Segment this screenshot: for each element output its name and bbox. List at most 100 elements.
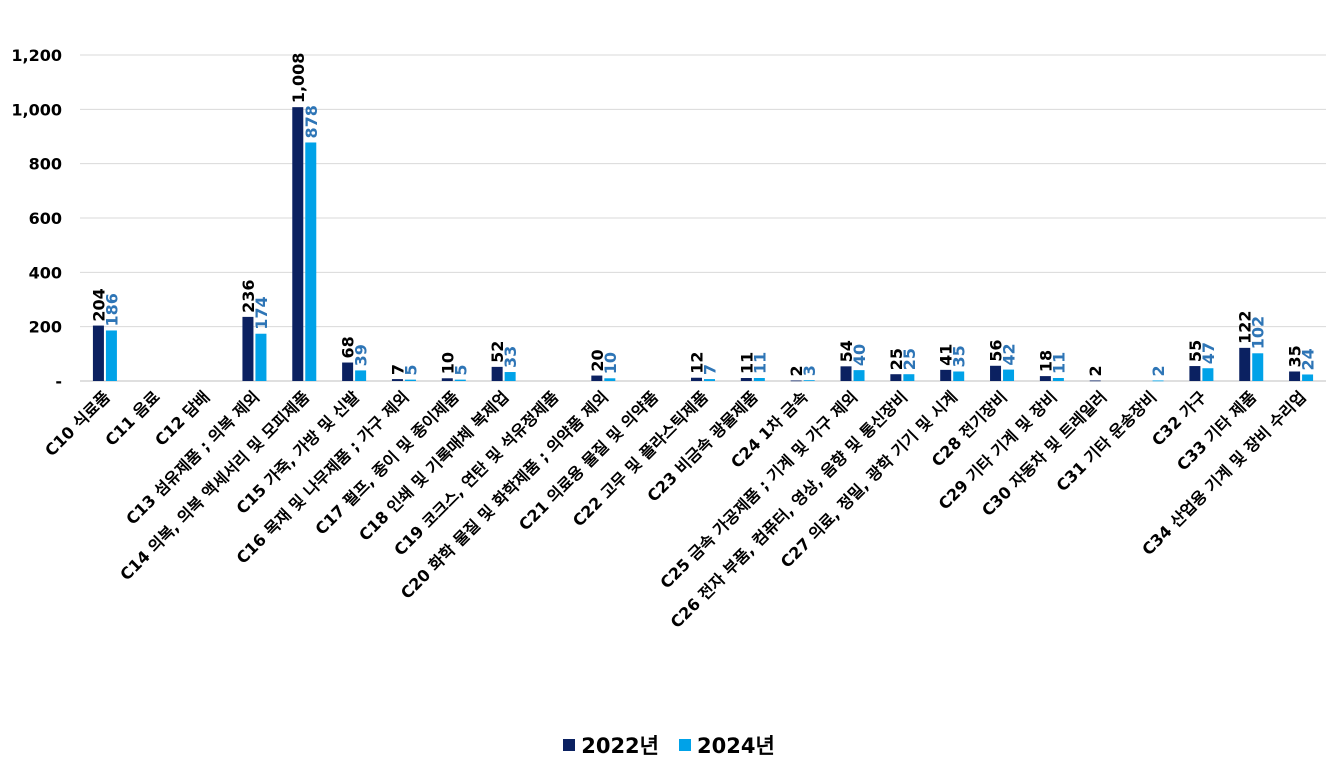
- y-tick-label: 800: [29, 155, 62, 174]
- bar-2022: [691, 377, 702, 381]
- bar-2022: [242, 316, 254, 381]
- data-label-2024: 11: [750, 352, 769, 374]
- data-label-2024: 2: [1149, 365, 1168, 376]
- bar-2024: [404, 379, 416, 381]
- data-label-2022: 68: [339, 336, 358, 358]
- bar-2022: [491, 366, 503, 381]
- data-label-2024: 7: [701, 364, 720, 375]
- bar-2024: [255, 333, 267, 381]
- bar-2024: [1003, 369, 1015, 381]
- data-label-2024: 3: [800, 365, 819, 376]
- data-label-2024: 186: [102, 293, 121, 326]
- bar-2022: [1039, 376, 1051, 381]
- data-label-2022: 2: [787, 365, 806, 376]
- bar-2022: [391, 379, 403, 381]
- bar-2022: [441, 378, 453, 381]
- bar-2024: [105, 330, 117, 381]
- y-axis: - 200 400 600 800 1,000 1,200: [11, 46, 62, 391]
- data-label-2022: 204: [89, 288, 108, 321]
- bar-2024: [1202, 368, 1214, 381]
- data-label-2022: 2: [1086, 365, 1105, 376]
- bar-2024: [1152, 380, 1164, 382]
- data-label-2024: 47: [1199, 342, 1218, 364]
- bar-2022: [790, 380, 802, 382]
- bar-2022: [1239, 347, 1251, 381]
- bar-2022: [940, 369, 952, 381]
- data-label-2024: 40: [850, 344, 869, 366]
- bar-2022: [990, 365, 1002, 381]
- data-label-2022: 122: [1236, 310, 1255, 343]
- data-label-2022: 55: [1186, 340, 1205, 362]
- data-label-2024: 174: [252, 296, 271, 329]
- bar-2022: [740, 378, 752, 381]
- data-label-2022: 52: [488, 341, 507, 363]
- bar-2024: [1302, 374, 1314, 381]
- y-tick-label: -: [55, 372, 62, 391]
- bar-chart: - 200 400 600 800 1,000 1,200 204 236 1,008 68 7 10…: [11, 46, 1326, 632]
- data-label-2024: 42: [1000, 343, 1019, 365]
- legend-swatch-2024: [679, 739, 691, 751]
- bar-2024: [1252, 353, 1264, 381]
- data-label-2022: 18: [1036, 350, 1055, 372]
- bar-2024: [305, 142, 317, 381]
- legend-item-2022: 2022년: [563, 730, 659, 760]
- data-label-2022: 56: [987, 340, 1006, 362]
- bar-2024: [803, 380, 815, 381]
- bar-2022: [1089, 380, 1101, 382]
- data-label-2022: 25: [887, 348, 906, 370]
- gridlines: [80, 54, 1326, 382]
- bar-2024: [604, 378, 616, 381]
- bar-2024: [454, 379, 466, 381]
- data-label-2024: 102: [1249, 316, 1268, 349]
- bar-2024: [1052, 378, 1064, 381]
- legend-label-2024: 2024년: [697, 734, 775, 758]
- data-label-2024: 25: [900, 348, 919, 370]
- legend: 2022년 2024년: [0, 728, 1338, 762]
- bar-2024: [953, 371, 965, 381]
- data-label-2022: 41: [937, 344, 956, 366]
- legend-item-2024: 2024년: [679, 730, 775, 760]
- bar-2024: [504, 372, 516, 381]
- bar-2024: [355, 370, 367, 381]
- y-tick-label: 400: [29, 263, 62, 282]
- data-label-2022: 54: [837, 340, 856, 362]
- data-label-2024: 35: [950, 345, 969, 367]
- data-label-2022: 35: [1286, 345, 1305, 367]
- bar-2022: [890, 374, 902, 381]
- x-tick-label: C10 식료품: [41, 387, 114, 460]
- y-tick-label: 1,000: [11, 100, 62, 119]
- legend-swatch-2022: [563, 739, 576, 751]
- bar-2022: [1189, 366, 1201, 381]
- data-label-2022: 236: [239, 279, 258, 312]
- bar-2024: [753, 378, 765, 381]
- bar-2024: [903, 374, 915, 381]
- data-label-2022: 10: [438, 352, 457, 374]
- data-label-2022: 11: [737, 352, 756, 374]
- data-label-2024: 39: [352, 344, 371, 366]
- data-label-2024: 5: [401, 365, 420, 376]
- data-label-2024: 33: [501, 346, 520, 368]
- data-label-2024: 878: [302, 105, 321, 138]
- data-label-2022: 1,008: [289, 53, 308, 104]
- bar-2024: [853, 370, 865, 381]
- bar-2024: [704, 379, 715, 381]
- data-label-2022: 20: [588, 349, 607, 371]
- y-tick-label: 600: [29, 209, 62, 228]
- data-label-2024: 24: [1299, 348, 1318, 370]
- data-label-2022: 7: [388, 364, 407, 375]
- y-tick-label: 200: [29, 318, 62, 337]
- data-label-2024: 5: [451, 365, 470, 376]
- data-label-2024: 11: [1049, 352, 1068, 374]
- bar-2022: [840, 366, 852, 381]
- bar-2022: [292, 107, 304, 381]
- bars: [92, 107, 1314, 382]
- y-tick-label: 1,200: [11, 46, 62, 65]
- bar-2022: [591, 375, 603, 381]
- x-tick-label: C26 전자 부품, 컴퓨터, 영상, 음향 및 통신장비: [667, 387, 911, 631]
- data-label-2022: 12: [688, 351, 707, 373]
- bar-2022: [92, 325, 104, 381]
- bar-2022: [1289, 371, 1301, 381]
- legend-label-2022: 2022년: [581, 734, 659, 758]
